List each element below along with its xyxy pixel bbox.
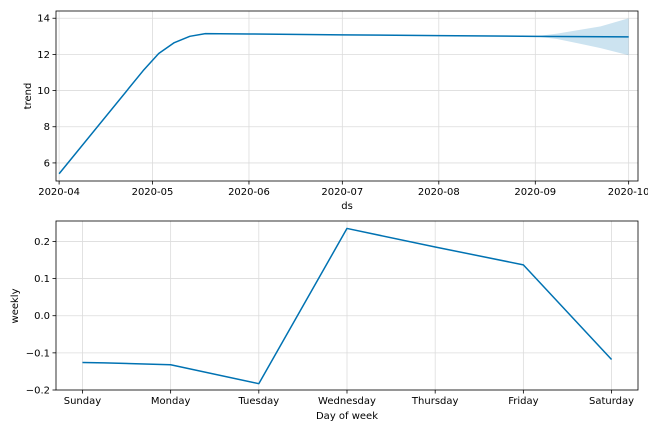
trend-axes-frame: [55, 10, 639, 182]
trend-x-tick-label: 2020-09: [514, 187, 556, 198]
trend-y-axis-label: trend: [23, 83, 34, 110]
trend-y-tick-label: 10: [37, 86, 50, 97]
weekly-y-axis-label: weekly: [10, 288, 21, 323]
trend-panel: trend ds 2020-04 2020-05 2020-06 2020-07 202…: [23, 10, 648, 212]
weekly-y-tick-label: −0.2: [26, 386, 50, 397]
trend-x-tick-label: 2020-08: [418, 187, 460, 198]
trend-series-line: [58, 32, 629, 175]
trend-x-tick-label: 2020-07: [321, 187, 363, 198]
weekly-x-tick-label: Wednesday: [318, 396, 376, 407]
weekly-x-tick-label: Thursday: [411, 396, 459, 407]
trend-y-tick-label: 6: [44, 158, 50, 169]
trend-y-tick-label: 14: [37, 14, 50, 25]
weekly-x-axis-label: Day of week: [316, 411, 378, 422]
weekly-x-tick-label: Tuesday: [237, 396, 279, 407]
weekly-y-tick-label: 0.2: [34, 237, 50, 248]
trend-x-tick-label: 2020-10: [608, 187, 648, 198]
weekly-y-tick-label: 0.0: [34, 311, 50, 322]
weekly-x-tick-label: Monday: [151, 396, 191, 407]
trend-x-axis-label: ds: [341, 201, 353, 212]
weekly-panel: weekly Day of week Sunday Monday Tuesday We…: [10, 220, 639, 422]
weekly-y-tick-label: 0.1: [34, 274, 50, 285]
weekly-x-tick-label: Saturday: [589, 396, 634, 407]
trend-y-tick-label: 8: [44, 122, 50, 133]
weekly-x-tick-label: Sunday: [64, 396, 101, 407]
trend-x-tick-label: 2020-05: [132, 187, 174, 198]
weekly-series-line: [82, 227, 613, 385]
trend-y-tick-label: 12: [37, 50, 50, 61]
trend-x-tick-label: 2020-06: [228, 187, 270, 198]
trend-x-tick-label: 2020-04: [38, 187, 80, 198]
weekly-y-tick-label: −0.1: [26, 348, 50, 359]
weekly-x-tick-label: Friday: [508, 396, 538, 407]
